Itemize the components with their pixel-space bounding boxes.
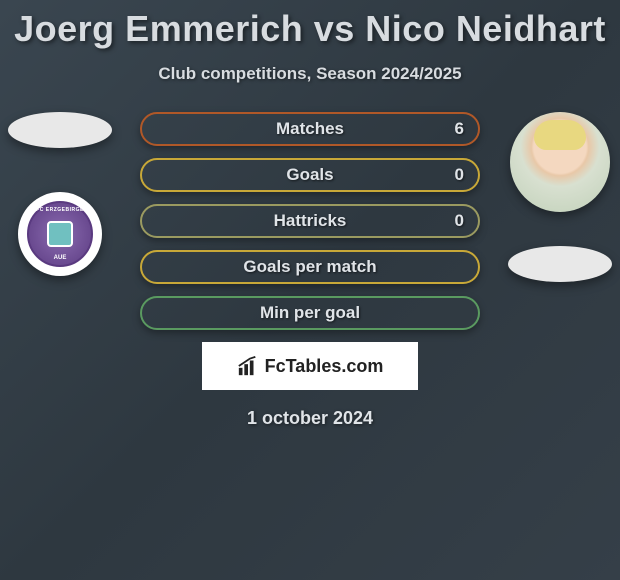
subtitle: Club competitions, Season 2024/2025 [0,64,620,84]
player-left-column: FC ERZGEBIRGE AUE [8,112,112,276]
stat-pill: Goals 0 [140,158,480,192]
comparison-content: FC ERZGEBIRGE AUE Matches6Goals0Hattrick… [0,112,620,429]
fctables-logo-box[interactable]: FcTables.com [202,342,418,390]
player-left-club-badge: FC ERZGEBIRGE AUE [18,192,102,276]
fctables-logo-text: FcTables.com [265,356,384,377]
club-badge-center [47,221,73,247]
player-right-club-placeholder [508,246,612,282]
stat-label: Goals [286,165,333,185]
stat-pill: Min per goal [140,296,480,330]
stat-label: Hattricks [274,211,347,231]
stat-pill: Matches 6 [140,112,480,146]
stat-label: Min per goal [260,303,360,323]
club-badge-text-bottom: AUE [54,255,67,261]
bar-chart-icon [237,355,259,377]
club-badge-text-top: FC ERZGEBIRGE [36,207,84,213]
player-right-avatar [510,112,610,212]
stat-label: Goals per match [243,257,376,277]
player-right-column [508,112,612,282]
stat-value-right: 0 [455,165,464,185]
stat-label: Matches [276,119,344,139]
page-title: Joerg Emmerich vs Nico Neidhart [0,0,620,50]
stat-value-right: 6 [455,119,464,139]
stat-pill: Hattricks 0 [140,204,480,238]
stats-list: Matches 6 Goals 0 Hattricks 0 Goals per match M… [140,112,480,330]
player-left-avatar-placeholder [8,112,112,148]
stat-value-right: 0 [455,211,464,231]
comparison-date: 1 october 2024 [0,408,620,429]
stat-pill: Goals per match [140,250,480,284]
club-badge-inner: FC ERZGEBIRGE AUE [27,201,93,267]
